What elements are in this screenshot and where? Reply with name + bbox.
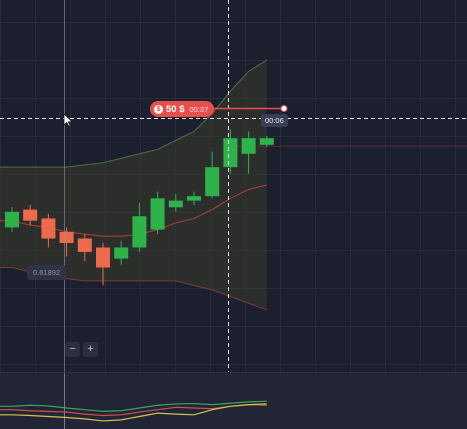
candle-up	[187, 196, 201, 201]
price-chart[interactable]: $ 50 $ 00:37 00:06 0.61892 − +	[0, 0, 467, 372]
deal-badge[interactable]: $ 50 $ 00:37	[150, 101, 215, 117]
deal-amount: 50 $	[166, 103, 185, 115]
chart-canvas[interactable]	[0, 0, 467, 372]
candle-up	[150, 198, 165, 230]
oscillator-canvas	[0, 373, 267, 429]
candle-up	[132, 216, 147, 248]
candle-down	[41, 218, 56, 239]
candle-down	[59, 231, 74, 243]
bollinger-middle-line	[0, 184, 267, 237]
crosshair-price-tag: 0.61892	[27, 265, 67, 280]
candle-down	[23, 209, 38, 221]
candles	[5, 129, 274, 286]
candle-up	[259, 138, 274, 145]
mouse-cursor-icon	[63, 113, 73, 127]
candle-up	[114, 247, 129, 259]
candle-down	[77, 238, 92, 252]
deal-timer: 00:37	[189, 104, 209, 114]
dollar-coin-icon: $	[154, 104, 163, 114]
candle-up	[241, 138, 256, 154]
candle-up	[5, 211, 19, 228]
candle-up	[205, 167, 220, 197]
indicator-panel[interactable]	[0, 372, 467, 429]
candle-down	[96, 247, 110, 268]
deal-expiry-marker	[280, 105, 288, 112]
oscillator-line-yellow	[0, 403, 267, 422]
bollinger-upper-line	[0, 59, 268, 168]
zoom-out-button[interactable]: −	[65, 342, 80, 357]
oscillator-line-green	[0, 400, 267, 413]
expiry-time-tag: 00:06	[261, 114, 288, 127]
zoom-in-button[interactable]: +	[83, 342, 98, 357]
candle-up	[223, 138, 238, 168]
candle-up	[168, 200, 183, 208]
